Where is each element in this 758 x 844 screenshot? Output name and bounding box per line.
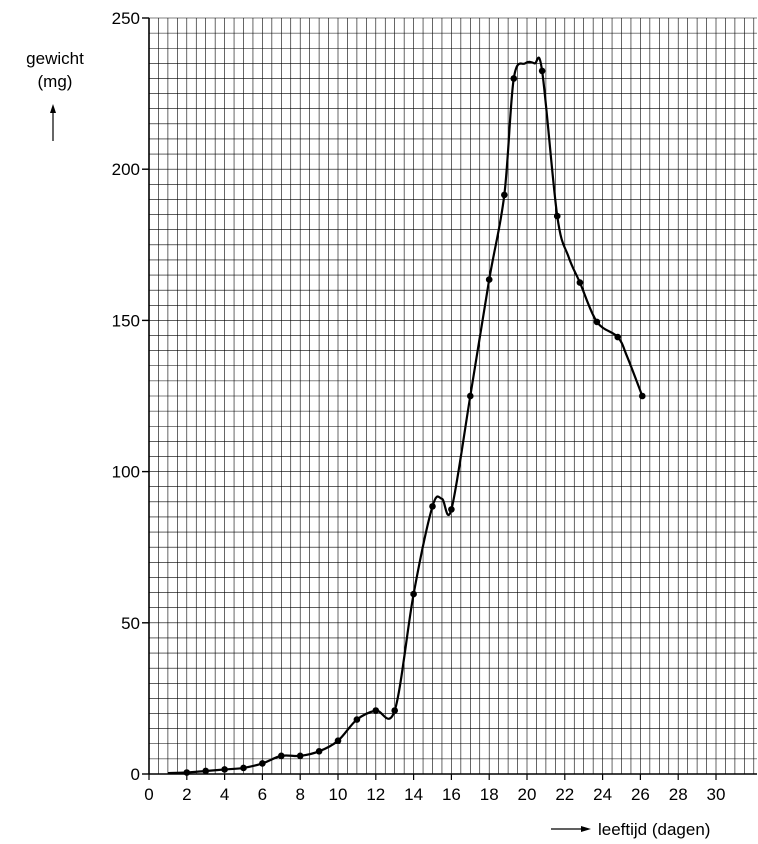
chart-grid (149, 17, 757, 774)
y-tick-label: 50 (121, 614, 140, 633)
x-tick-label: 16 (442, 785, 461, 804)
x-axis-arrow-icon (551, 826, 591, 832)
chart-axes (148, 18, 757, 775)
data-point (510, 75, 518, 82)
x-tick-label: 6 (258, 785, 267, 804)
y-tick-label: 200 (112, 160, 140, 179)
data-point (467, 392, 474, 400)
x-tick-label: 28 (669, 785, 688, 804)
data-point (202, 767, 209, 775)
y-tick-label: 250 (112, 9, 140, 28)
data-point (334, 737, 342, 745)
x-tick-label: 20 (518, 785, 537, 804)
data-point (576, 279, 584, 286)
y-tick-label: 100 (112, 463, 140, 482)
x-tick-label: 10 (329, 785, 348, 804)
data-point (553, 212, 561, 220)
x-tick-label: 18 (480, 785, 499, 804)
data-point (372, 707, 380, 714)
y-axis-label-line2: (mg) (38, 72, 73, 91)
data-point (353, 716, 361, 723)
data-point (429, 503, 436, 510)
data-point (538, 67, 546, 75)
data-point (638, 392, 646, 400)
x-tick-label: 8 (295, 785, 304, 804)
data-point (278, 752, 285, 760)
data-point (485, 276, 493, 283)
data-point (391, 707, 399, 714)
x-tick-label: 30 (707, 785, 726, 804)
data-point (240, 764, 247, 772)
x-tick-label: 0 (144, 785, 153, 804)
y-tick-labels: 0 50 100 150 200 250 (112, 9, 149, 784)
y-axis-arrow-icon (50, 104, 56, 141)
x-tick-label: 24 (593, 785, 612, 804)
x-tick-label: 2 (182, 785, 191, 804)
x-tick-label: 4 (220, 785, 229, 804)
x-tick-labels: 0 2 4 6 8 10 12 14 16 18 20 22 24 26 28 30 (144, 774, 725, 804)
weight-series (167, 56, 646, 776)
y-tick-label: 150 (112, 311, 140, 330)
x-tick-label: 26 (631, 785, 650, 804)
y-axis-label-line1: gewicht (26, 49, 84, 68)
data-point (259, 760, 266, 767)
x-axis-label: leeftijd (dagen) (598, 820, 710, 839)
data-point (614, 333, 622, 341)
x-tick-label: 14 (404, 785, 423, 804)
y-tick-label: 0 (131, 765, 140, 784)
data-point (410, 590, 417, 598)
data-point (448, 506, 455, 513)
data-point (593, 318, 601, 326)
grid-lines (149, 17, 757, 774)
data-point (296, 752, 304, 760)
weight-curve (167, 56, 644, 775)
data-point (221, 766, 228, 773)
data-point (315, 748, 323, 755)
data-point (501, 191, 508, 199)
x-tick-label: 22 (555, 785, 574, 804)
x-tick-label: 12 (366, 785, 385, 804)
data-point (183, 769, 191, 776)
